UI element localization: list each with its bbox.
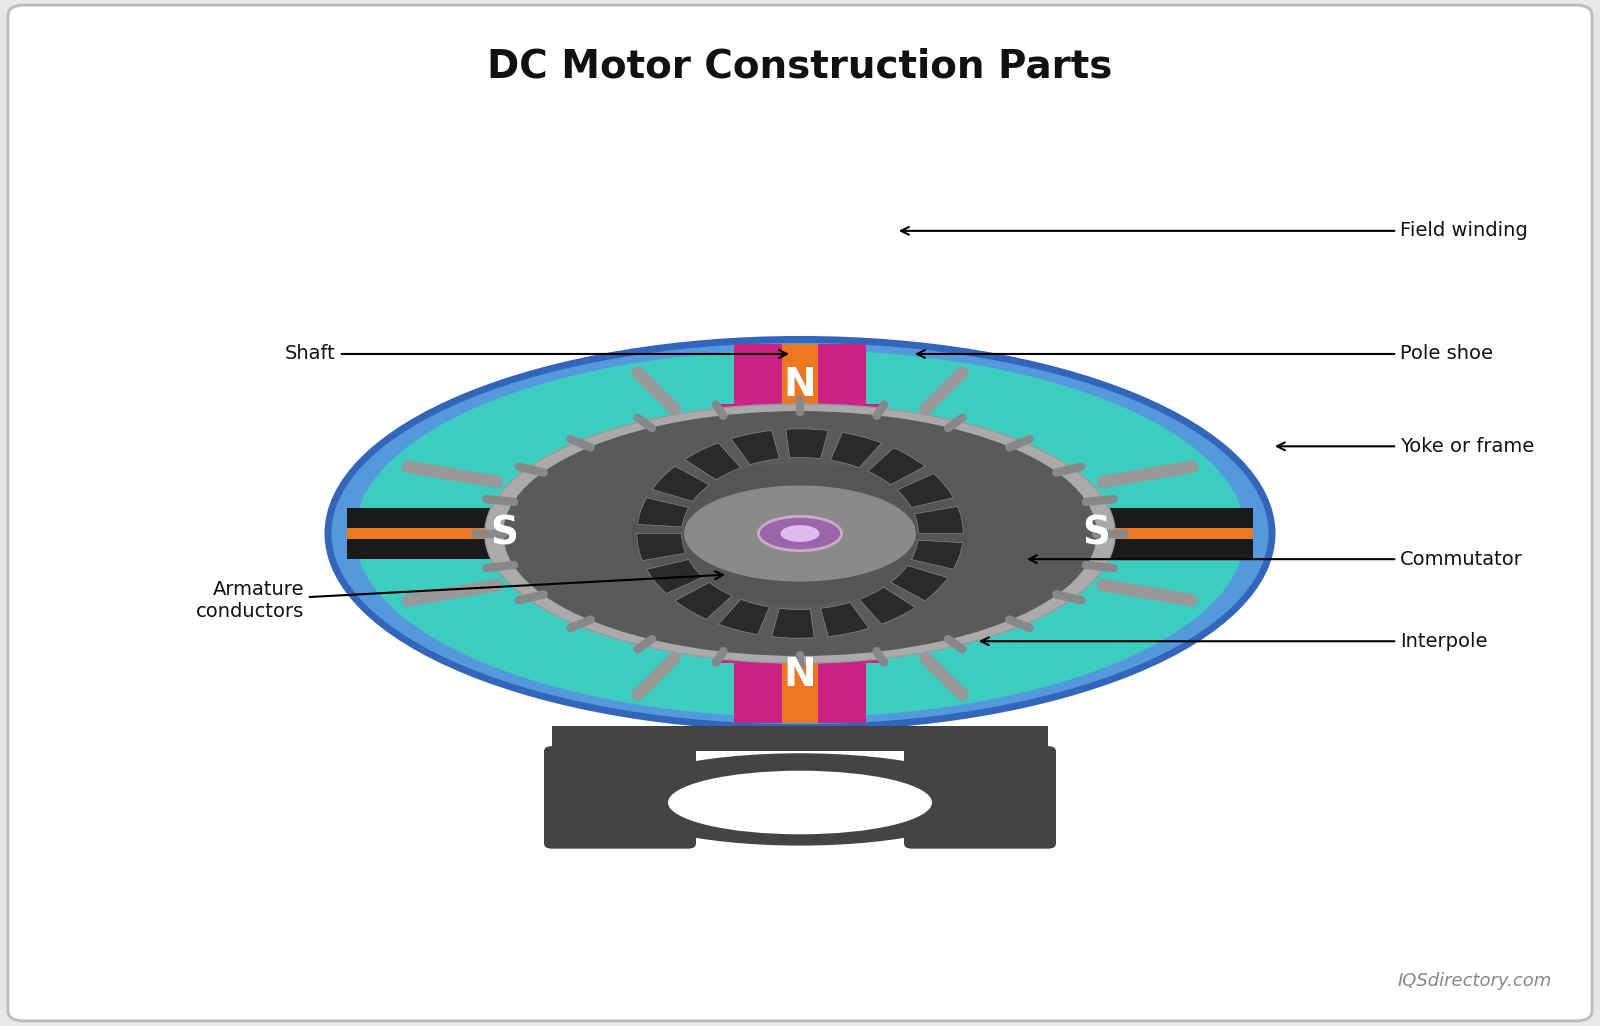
FancyBboxPatch shape bbox=[909, 528, 1253, 539]
Wedge shape bbox=[830, 432, 882, 468]
Text: Shaft: Shaft bbox=[285, 345, 787, 363]
Wedge shape bbox=[786, 429, 829, 459]
Ellipse shape bbox=[611, 753, 989, 845]
Text: N: N bbox=[784, 366, 816, 404]
Ellipse shape bbox=[632, 465, 968, 602]
Ellipse shape bbox=[328, 340, 1272, 727]
Text: Interpole: Interpole bbox=[981, 632, 1488, 650]
FancyBboxPatch shape bbox=[734, 546, 866, 723]
Wedge shape bbox=[898, 473, 954, 508]
Text: DC Motor Construction Parts: DC Motor Construction Parts bbox=[488, 47, 1112, 86]
Wedge shape bbox=[821, 602, 869, 636]
FancyBboxPatch shape bbox=[714, 642, 886, 663]
Wedge shape bbox=[637, 534, 686, 560]
Text: Yoke or frame: Yoke or frame bbox=[1277, 437, 1534, 456]
Wedge shape bbox=[771, 608, 814, 638]
Ellipse shape bbox=[758, 516, 842, 551]
Ellipse shape bbox=[781, 525, 819, 542]
Text: S: S bbox=[1082, 514, 1110, 553]
Ellipse shape bbox=[485, 404, 1115, 663]
Text: Armature
conductors: Armature conductors bbox=[195, 571, 723, 621]
FancyBboxPatch shape bbox=[347, 508, 691, 559]
Wedge shape bbox=[653, 466, 709, 502]
Ellipse shape bbox=[504, 411, 1096, 656]
FancyBboxPatch shape bbox=[347, 528, 691, 539]
Ellipse shape bbox=[685, 486, 915, 581]
Wedge shape bbox=[685, 443, 741, 480]
Wedge shape bbox=[731, 431, 779, 465]
Text: S: S bbox=[490, 514, 518, 553]
Wedge shape bbox=[675, 583, 733, 620]
FancyBboxPatch shape bbox=[8, 5, 1592, 1021]
Text: IQSdirectory.com: IQSdirectory.com bbox=[1398, 972, 1552, 990]
Wedge shape bbox=[646, 559, 702, 594]
FancyBboxPatch shape bbox=[734, 344, 866, 521]
Text: N: N bbox=[784, 656, 816, 694]
FancyBboxPatch shape bbox=[909, 508, 1253, 559]
Wedge shape bbox=[637, 498, 688, 527]
Wedge shape bbox=[718, 599, 770, 635]
Wedge shape bbox=[867, 447, 925, 484]
Wedge shape bbox=[914, 507, 963, 534]
Wedge shape bbox=[912, 540, 963, 569]
FancyBboxPatch shape bbox=[904, 746, 1056, 849]
Wedge shape bbox=[891, 565, 947, 601]
FancyBboxPatch shape bbox=[544, 746, 696, 849]
Text: Commutator: Commutator bbox=[1029, 550, 1523, 568]
Ellipse shape bbox=[669, 771, 931, 834]
Text: Field winding: Field winding bbox=[901, 222, 1528, 240]
FancyBboxPatch shape bbox=[782, 546, 818, 723]
Wedge shape bbox=[859, 587, 915, 624]
FancyBboxPatch shape bbox=[552, 725, 1048, 751]
FancyBboxPatch shape bbox=[782, 344, 818, 521]
Ellipse shape bbox=[355, 351, 1245, 716]
FancyBboxPatch shape bbox=[714, 404, 886, 425]
Text: Pole shoe: Pole shoe bbox=[917, 345, 1493, 363]
